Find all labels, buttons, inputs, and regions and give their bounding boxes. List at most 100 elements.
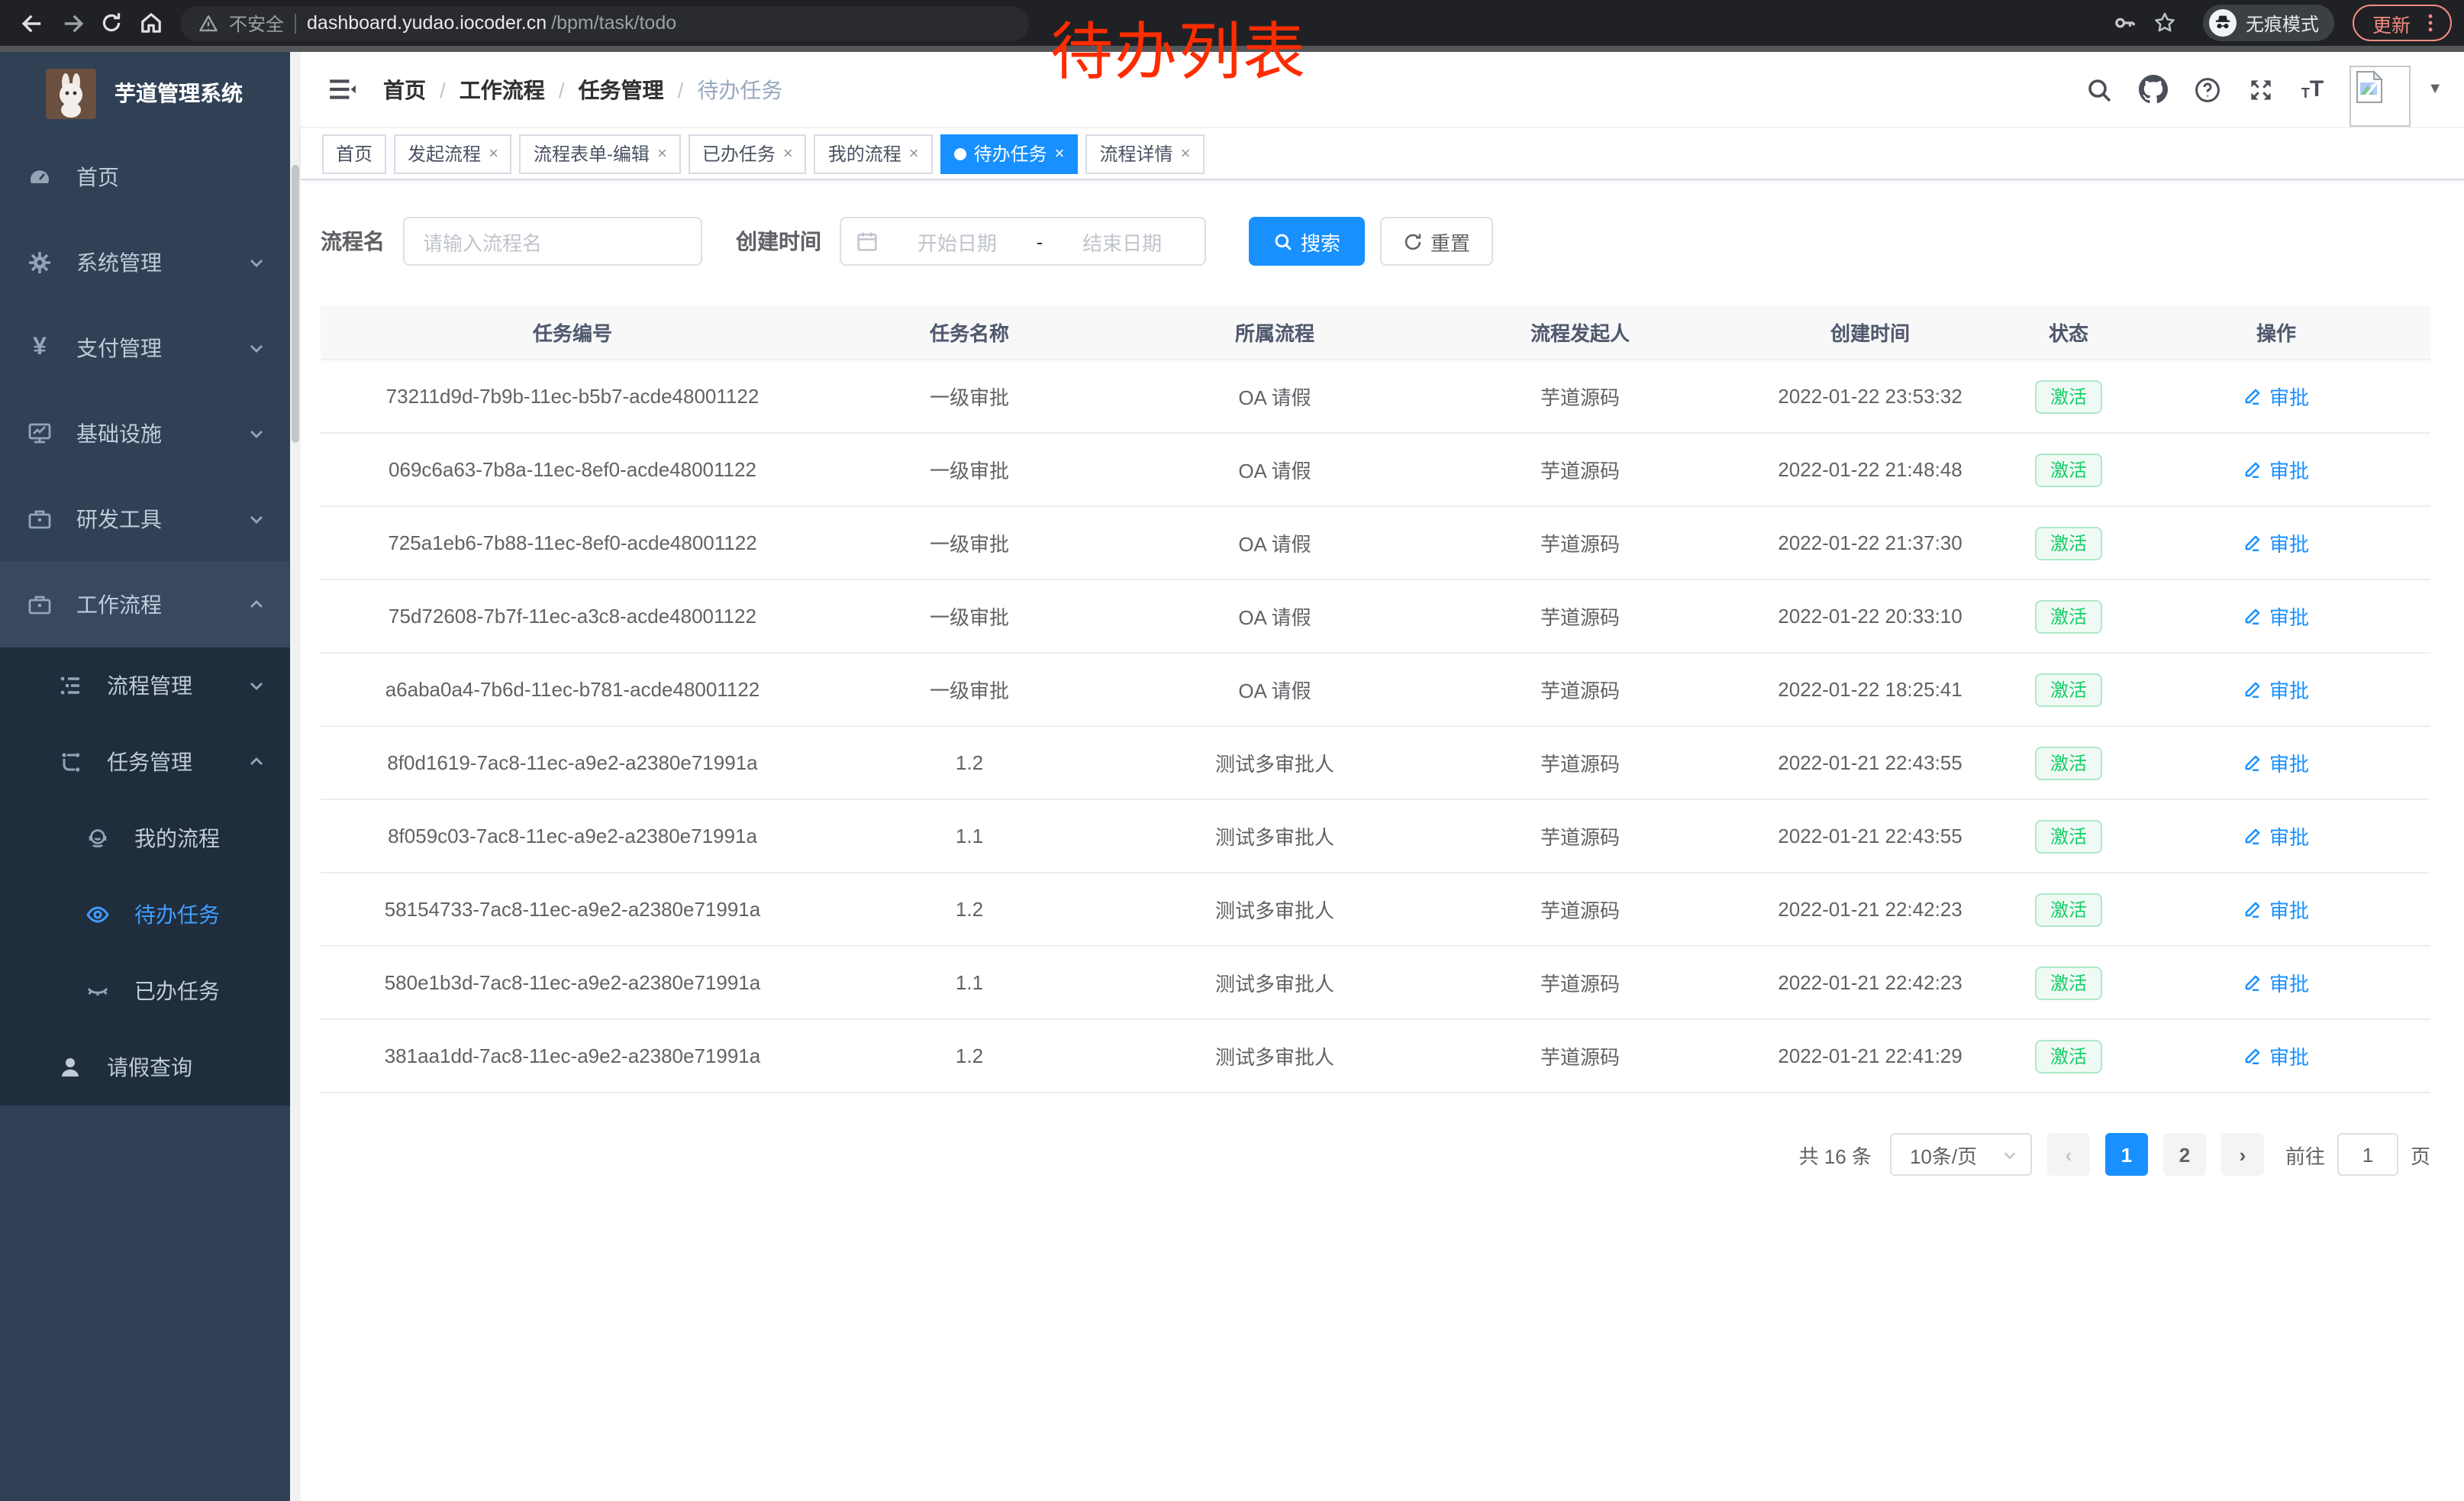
status-badge: 激活 bbox=[2034, 453, 2102, 486]
github-icon[interactable] bbox=[2139, 75, 2169, 104]
table-row[interactable]: 381aa1dd-7ac8-11ec-a9e2-a2380e71991a 1.2… bbox=[321, 1020, 2430, 1093]
sidebar-item-task-mgmt[interactable]: 任务管理 bbox=[0, 724, 290, 800]
approve-link[interactable]: 审批 bbox=[2243, 455, 2309, 484]
sidebar-item-leave-query[interactable]: 请假查询 bbox=[0, 1029, 290, 1106]
sidebar-item-label: 待办任务 bbox=[134, 902, 220, 927]
tab-done-tasks[interactable]: 已办任务 × bbox=[688, 134, 807, 173]
sidebar-scrollbar[interactable] bbox=[290, 52, 301, 1501]
approve-link[interactable]: 审批 bbox=[2243, 968, 2309, 997]
sidebar-item-system[interactable]: 系统管理 bbox=[0, 220, 290, 305]
sidebar-item-label: 已办任务 bbox=[134, 979, 220, 1003]
close-icon[interactable]: × bbox=[908, 144, 919, 163]
task-id-cell: a6aba0a4-7b6d-11ec-b781-acde48001122 bbox=[385, 678, 760, 701]
sidebar-item-home[interactable]: 首页 bbox=[0, 134, 290, 220]
prev-page-button[interactable]: ‹ bbox=[2046, 1133, 2090, 1176]
bookmark-star-icon[interactable] bbox=[2145, 3, 2185, 43]
created-cell: 2022-01-21 22:42:23 bbox=[1778, 898, 1962, 921]
col-created: 创建时间 bbox=[1830, 322, 1910, 345]
tab-my-process[interactable]: 我的流程 × bbox=[814, 134, 933, 173]
help-icon[interactable] bbox=[2195, 76, 2222, 103]
tree-icon bbox=[58, 750, 82, 774]
tab-process-detail[interactable]: 流程详情 × bbox=[1085, 134, 1205, 173]
created-cell: 2022-01-21 22:41:29 bbox=[1778, 1044, 1962, 1067]
sidebar-scrollbar-thumb[interactable] bbox=[292, 165, 299, 443]
page-size-select[interactable]: 10条/页 bbox=[1889, 1133, 2032, 1176]
annotation-text: 待办列表 bbox=[1050, 17, 1307, 87]
sidebar-item-label: 系统管理 bbox=[76, 250, 162, 275]
close-icon[interactable]: × bbox=[1180, 144, 1191, 163]
sidebar-item-workflow[interactable]: 工作流程 bbox=[0, 562, 290, 647]
search-icon[interactable] bbox=[2086, 76, 2114, 103]
tab-start-process[interactable]: 发起流程 × bbox=[394, 134, 512, 173]
tab-home[interactable]: 首页 bbox=[322, 134, 387, 173]
sidebar-item-pay[interactable]: ¥ 支付管理 bbox=[0, 305, 290, 391]
sidebar-item-label: 流程管理 bbox=[107, 673, 192, 698]
avatar[interactable] bbox=[2350, 65, 2411, 126]
table-row[interactable]: 58154733-7ac8-11ec-a9e2-a2380e71991a 1.2… bbox=[321, 873, 2430, 947]
sidebar-fold-icon[interactable] bbox=[322, 69, 362, 109]
forward-icon[interactable] bbox=[52, 3, 92, 43]
home-icon[interactable] bbox=[131, 3, 171, 43]
approve-link[interactable]: 审批 bbox=[2243, 895, 2309, 924]
date-range-picker[interactable]: 开始日期 - 结束日期 bbox=[840, 217, 1206, 266]
back-icon[interactable] bbox=[12, 3, 52, 43]
table-row[interactable]: a6aba0a4-7b6d-11ec-b781-acde48001122 一级审… bbox=[321, 654, 2430, 727]
search-icon bbox=[1275, 233, 1292, 250]
table-row[interactable]: 580e1b3d-7ac8-11ec-a9e2-a2380e71991a 1.1… bbox=[321, 947, 2430, 1020]
approve-link[interactable]: 审批 bbox=[2243, 602, 2309, 631]
task-name-cell: 一级审批 bbox=[929, 606, 1009, 629]
sidebar-item-devtools[interactable]: 研发工具 bbox=[0, 476, 290, 562]
breadcrumb-workflow[interactable]: 工作流程 bbox=[459, 77, 545, 102]
table-row[interactable]: 725a1eb6-7b88-11ec-8ef0-acde48001122 一级审… bbox=[321, 507, 2430, 580]
approve-link[interactable]: 审批 bbox=[2243, 1041, 2309, 1070]
approve-link[interactable]: 审批 bbox=[2243, 822, 2309, 851]
table-row[interactable]: 8f059c03-7ac8-11ec-a9e2-a2380e71991a 1.1… bbox=[321, 800, 2430, 873]
close-icon[interactable]: × bbox=[489, 144, 498, 163]
close-icon[interactable]: × bbox=[656, 144, 667, 163]
created-cell: 2022-01-22 23:53:32 bbox=[1778, 385, 1962, 408]
key-icon[interactable] bbox=[2105, 3, 2145, 43]
address-bar[interactable]: 不安全 dashboard.yudao.iocoder.cn/bpm/task/… bbox=[180, 5, 1029, 40]
sidebar-item-done-tasks[interactable]: 已办任务 bbox=[0, 953, 290, 1029]
tab-form-edit[interactable]: 流程表单-编辑 × bbox=[519, 134, 681, 173]
goto-page-input[interactable]: 1 bbox=[2337, 1133, 2398, 1176]
table-row[interactable]: 73211d9d-7b9b-11ec-b5b7-acde48001122 一级审… bbox=[321, 360, 2430, 434]
sidebar-item-label: 基础设施 bbox=[76, 421, 162, 446]
breadcrumb-current: 待办任务 bbox=[697, 77, 783, 102]
fullscreen-icon[interactable] bbox=[2248, 76, 2275, 103]
task-id-cell: 381aa1dd-7ac8-11ec-a9e2-a2380e71991a bbox=[384, 1044, 761, 1067]
reset-button[interactable]: 重置 bbox=[1380, 217, 1494, 266]
close-icon[interactable]: × bbox=[1054, 144, 1065, 163]
reload-icon[interactable] bbox=[92, 3, 131, 43]
search-button[interactable]: 搜索 bbox=[1249, 217, 1366, 266]
end-date-placeholder: 结束日期 bbox=[1082, 231, 1163, 254]
breadcrumb-task-mgmt[interactable]: 任务管理 bbox=[578, 77, 664, 102]
next-page-button[interactable]: › bbox=[2221, 1133, 2264, 1176]
sidebar-item-todo-tasks[interactable]: 待办任务 bbox=[0, 876, 290, 953]
sidebar-item-my-process[interactable]: 我的流程 bbox=[0, 800, 290, 876]
page-2-button[interactable]: 2 bbox=[2162, 1133, 2206, 1176]
table-row[interactable]: 8f0d1619-7ac8-11ec-a9e2-a2380e71991a 1.2… bbox=[321, 727, 2430, 800]
approve-link[interactable]: 审批 bbox=[2243, 528, 2309, 557]
process-name-input[interactable]: 请输入流程名 bbox=[403, 217, 702, 266]
refresh-icon bbox=[1405, 233, 1421, 250]
table-row[interactable]: 75d72608-7b7f-11ec-a3c8-acde48001122 一级审… bbox=[321, 580, 2430, 654]
approve-link[interactable]: 审批 bbox=[2243, 675, 2309, 704]
sidebar-item-infra[interactable]: 基础设施 bbox=[0, 391, 290, 476]
page-1-button[interactable]: 1 bbox=[2104, 1133, 2148, 1176]
approve-link[interactable]: 审批 bbox=[2243, 748, 2309, 777]
tab-todo-tasks[interactable]: 待办任务 × bbox=[940, 134, 1079, 173]
status-badge: 激活 bbox=[2034, 379, 2102, 413]
task-id-cell: 58154733-7ac8-11ec-a9e2-a2380e71991a bbox=[384, 898, 761, 921]
avatar-caret-icon[interactable]: ▼ bbox=[2427, 81, 2443, 98]
chevron-up-icon bbox=[247, 753, 266, 771]
browser-update-button[interactable]: 更新 bbox=[2352, 5, 2452, 41]
sidebar-item-process-mgmt[interactable]: 流程管理 bbox=[0, 647, 290, 724]
close-icon[interactable]: × bbox=[782, 144, 793, 163]
table-row[interactable]: 069c6a63-7b8a-11ec-8ef0-acde48001122 一级审… bbox=[321, 434, 2430, 507]
app-logo[interactable]: 芋道管理系统 bbox=[0, 52, 290, 134]
approve-link[interactable]: 审批 bbox=[2243, 382, 2309, 411]
breadcrumb-home[interactable]: 首页 bbox=[383, 77, 426, 102]
